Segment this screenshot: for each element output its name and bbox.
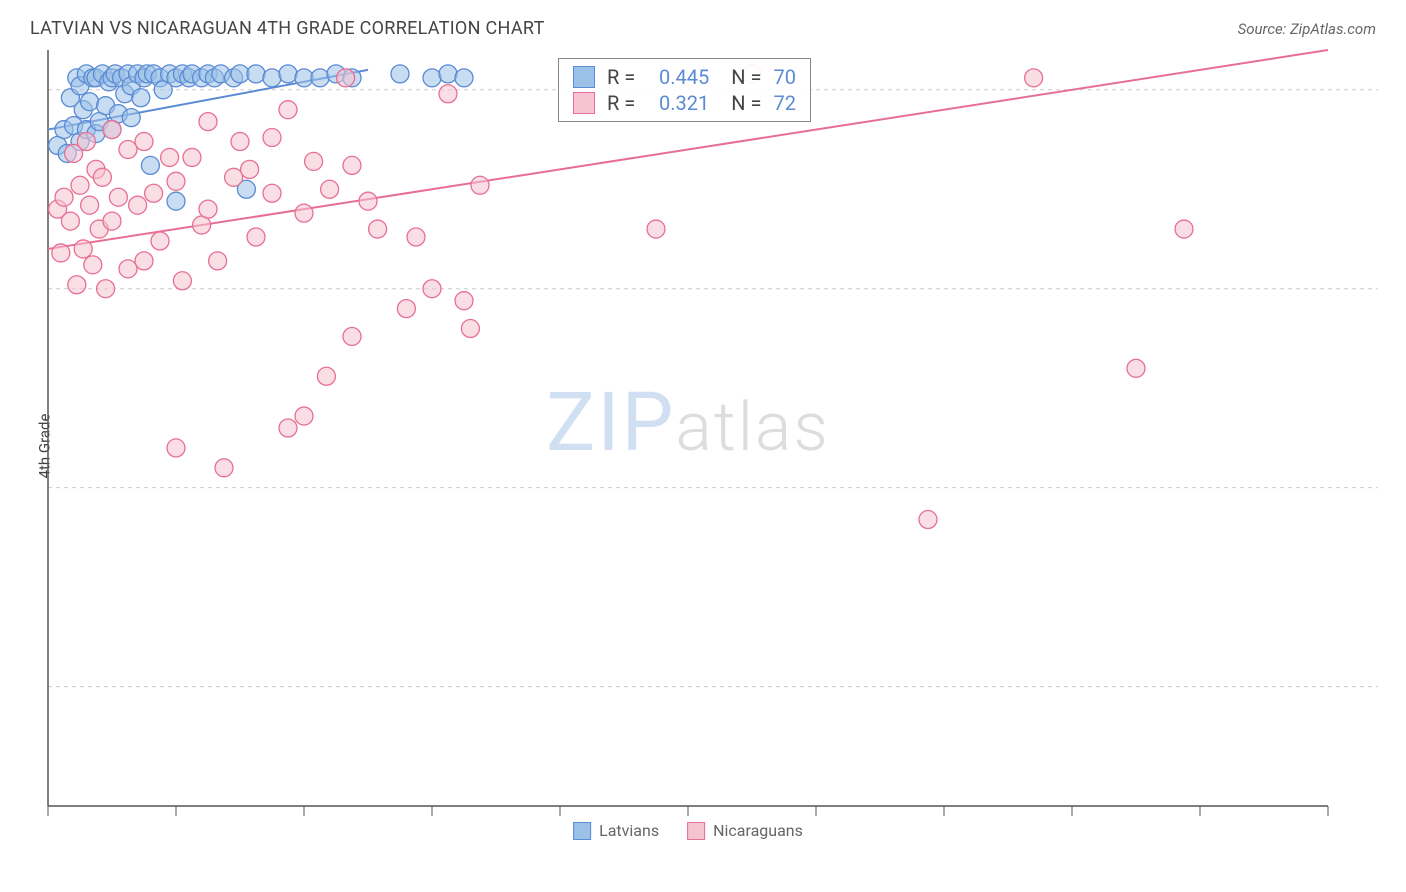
chart-title: LATVIAN VS NICARAGUAN 4TH GRADE CORRELAT…: [30, 18, 545, 39]
legend-swatch: [687, 822, 705, 840]
series-legend: Latvians Nicaraguans: [573, 821, 803, 840]
stats-swatch: [573, 66, 595, 88]
stats-n-label: N =: [731, 65, 761, 89]
stats-r-label: R =: [607, 91, 635, 115]
stats-r-label: R =: [607, 65, 635, 89]
correlation-stats-box: R = 0.445 N = 70 R = 0.321 N = 72: [558, 58, 811, 122]
stats-r-value: 0.445: [647, 65, 709, 89]
legend-item: Latvians: [573, 821, 659, 840]
chart-source: Source: ZipAtlas.com: [1238, 20, 1376, 38]
scatter-plot: ZIP atlas R =0.445N =70R =0.321N =72 Lat…: [48, 50, 1328, 806]
stats-n-value: 70: [773, 65, 795, 89]
stats-r-value: 0.321: [647, 91, 709, 115]
legend-label: Latvians: [599, 821, 659, 840]
stats-swatch: [573, 92, 595, 114]
legend-item: Nicaraguans: [687, 821, 803, 840]
legend-swatch: [573, 822, 591, 840]
stats-n-label: N =: [731, 91, 761, 115]
stats-n-value: 72: [773, 91, 795, 115]
stats-row: R = 0.445 N = 70: [573, 65, 796, 89]
legend-label: Nicaraguans: [713, 821, 803, 840]
stats-row: R = 0.321 N = 72: [573, 91, 796, 115]
